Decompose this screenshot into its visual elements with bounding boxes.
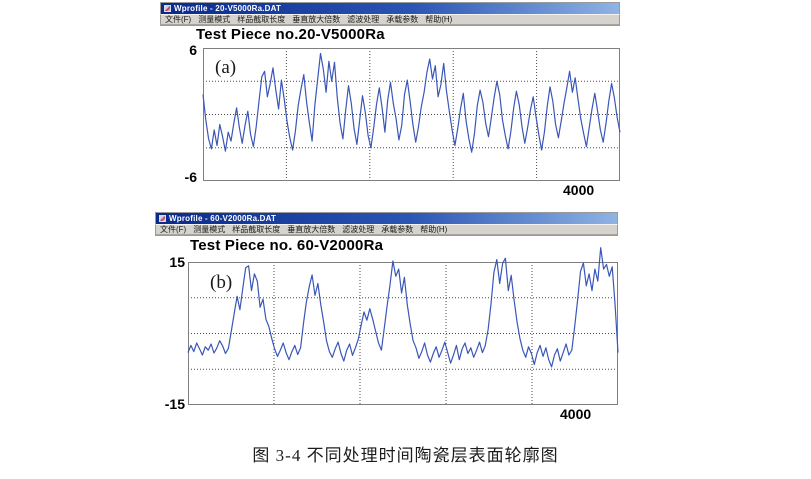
x-axis-end-label: 4000 <box>560 406 592 422</box>
menu-item[interactable]: 承载参数 <box>381 225 414 234</box>
chart-title: Test Piece no.20-V5000Ra <box>196 26 385 43</box>
title-bar: Wprofile - 60-V2000Ra.DAT <box>155 212 618 224</box>
y-axis-max-label: 6 <box>189 42 197 58</box>
menu-item[interactable]: 帮助(H) <box>420 225 448 234</box>
menu-bar: 文件(F) 测量模式 样品截取长度 垂直放大倍数 滤波处理 承载参数 帮助(H) <box>155 224 618 236</box>
app-icon[interactable] <box>159 215 166 222</box>
menu-item[interactable]: 滤波处理 <box>342 225 375 234</box>
wprofile-window-a: Wprofile - 20-V5000Ra.DAT 文件(F) 测量模式 样品截取长… <box>160 2 621 202</box>
y-axis-min-label: -6 <box>184 169 197 185</box>
x-axis-end-label: 4000 <box>563 182 595 198</box>
menu-bar: 文件(F) 测量模式 样品截取长度 垂直放大倍数 滤波处理 承载参数 帮助(H) <box>160 14 620 26</box>
y-axis-min-label: -15 <box>164 396 185 412</box>
menu-item[interactable]: 滤波处理 <box>347 15 380 24</box>
profile-plot-a <box>202 48 621 181</box>
profile-plot-b <box>187 238 619 405</box>
menu-item[interactable]: 测量模式 <box>198 15 231 24</box>
window-title: Wprofile - 60-V2000Ra.DAT <box>169 213 277 223</box>
y-axis-max-label: 15 <box>169 254 185 270</box>
menu-item[interactable]: 垂直放大倍数 <box>292 15 341 24</box>
chart-title: Test Piece no. 60-V2000Ra <box>190 237 384 254</box>
panel-label-b: (b) <box>210 272 233 293</box>
app-icon[interactable] <box>164 5 171 12</box>
menu-item[interactable]: 文件(F) <box>165 15 192 24</box>
menu-item[interactable]: 样品截取长度 <box>237 15 286 24</box>
title-bar: Wprofile - 20-V5000Ra.DAT <box>160 2 620 14</box>
figure-caption: 图 3-4 不同处理时间陶瓷层表面轮廓图 <box>252 446 559 465</box>
window-title: Wprofile - 20-V5000Ra.DAT <box>174 3 282 13</box>
menu-item[interactable]: 帮助(H) <box>425 15 453 24</box>
panel-label-a: (a) <box>215 57 237 78</box>
menu-item[interactable]: 样品截取长度 <box>232 225 281 234</box>
menu-item[interactable]: 承载参数 <box>386 15 419 24</box>
menu-item[interactable]: 测量模式 <box>193 225 226 234</box>
menu-item[interactable]: 文件(F) <box>160 225 187 234</box>
wprofile-window-b: Wprofile - 60-V2000Ra.DAT 文件(F) 测量模式 样品截取长… <box>155 212 619 422</box>
menu-item[interactable]: 垂直放大倍数 <box>287 225 336 234</box>
